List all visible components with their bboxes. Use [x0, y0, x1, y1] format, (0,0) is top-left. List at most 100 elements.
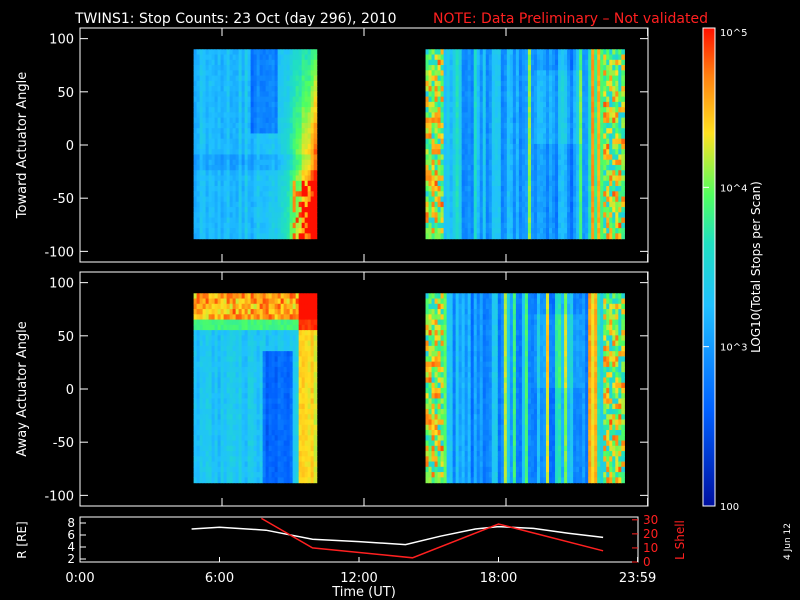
- heatmap-cell: [208, 361, 213, 368]
- heatmap-cell: [271, 86, 276, 92]
- heatmap-cell: [539, 91, 544, 98]
- heatmap-cell: [434, 207, 439, 213]
- heatmap-cell: [244, 128, 249, 135]
- heatmap-cell: [591, 49, 595, 56]
- heatmap-cell: [286, 201, 291, 208]
- heatmap-cell: [274, 180, 279, 187]
- heatmap-cell: [232, 138, 237, 145]
- heatmap-cell: [579, 222, 583, 229]
- heatmap-cell: [591, 191, 595, 198]
- heatmap-cell: [256, 59, 261, 66]
- heatmap-cell: [506, 149, 511, 156]
- heatmap-cell: [530, 128, 535, 135]
- heatmap-cell: [199, 180, 204, 187]
- heatmap-cell: [223, 191, 228, 198]
- heatmap-cell: [217, 86, 222, 92]
- heatmap-cell: [268, 456, 273, 463]
- heatmap-cell: [289, 80, 294, 87]
- heatmap-cell: [283, 80, 288, 87]
- heatmap-cell: [470, 101, 475, 108]
- heatmap-cell: [220, 309, 225, 315]
- heatmap-cell: [521, 86, 526, 92]
- heatmap-cell: [558, 138, 562, 145]
- heatmap-cell: [301, 112, 306, 119]
- heatmap-cell: [229, 117, 234, 124]
- heatmap-cell: [561, 164, 565, 171]
- heatmap-cell: [268, 403, 273, 410]
- heatmap-cell: [280, 366, 285, 373]
- heatmap-cell: [214, 361, 219, 368]
- heatmap-cell: [570, 80, 574, 87]
- heatmap-cell: [205, 159, 210, 166]
- heatmap-cell: [220, 377, 225, 384]
- heatmap-cell: [298, 228, 303, 234]
- heatmap-cell: [558, 101, 562, 108]
- heatmap-cell: [530, 170, 535, 177]
- heatmap-cell: [304, 70, 309, 77]
- heatmap-cell: [274, 461, 279, 468]
- heatmap-cell: [238, 212, 243, 219]
- heatmap-cell: [262, 335, 267, 342]
- heatmap-cell: [202, 65, 207, 71]
- heatmap-cell: [428, 149, 433, 156]
- heatmap-cell: [558, 91, 562, 98]
- heatmap-cell: [211, 377, 216, 384]
- heatmap-cell: [440, 159, 445, 166]
- heatmap-cell: [217, 91, 222, 98]
- heatmap-cell: [524, 96, 529, 103]
- heatmap-cell: [226, 419, 231, 426]
- heatmap-cell: [256, 133, 261, 140]
- heatmap-cell: [603, 217, 607, 224]
- heatmap-cell: [259, 372, 264, 379]
- heatmap-cell: [295, 170, 300, 177]
- heatmap-cell: [603, 65, 607, 71]
- heatmap-cell: [443, 86, 448, 92]
- heatmap-cell: [609, 143, 613, 150]
- heatmap-cell: [425, 207, 430, 213]
- heatmap-cell: [211, 201, 216, 208]
- heatmap-cell: [455, 96, 460, 103]
- heatmap-cell: [241, 430, 246, 436]
- heatmap-cell: [298, 133, 303, 140]
- heatmap-cell: [570, 59, 574, 66]
- heatmap-cell: [301, 159, 306, 166]
- heatmap-cell: [223, 201, 228, 208]
- heatmap-cell: [229, 461, 234, 468]
- heatmap-cell: [552, 112, 556, 119]
- heatmap-cell: [606, 201, 610, 208]
- heatmap-cell: [298, 107, 303, 113]
- heatmap-cell: [491, 164, 496, 171]
- heatmap-cell: [208, 159, 213, 166]
- heatmap-cell: [313, 222, 318, 229]
- heatmap-cell: [199, 133, 204, 140]
- heatmap-cell: [244, 49, 249, 56]
- heatmap-cell: [476, 217, 481, 224]
- heatmap-cell: [558, 80, 562, 87]
- heatmap-cell: [509, 96, 514, 103]
- heatmap-cell: [211, 59, 216, 66]
- heatmap-cell: [618, 54, 622, 61]
- heatmap-cell: [307, 201, 312, 208]
- heatmap-cell: [485, 233, 490, 240]
- heatmap-cell: [253, 403, 258, 410]
- heatmap-cell: [256, 91, 261, 98]
- heatmap-cell: [238, 107, 243, 113]
- heatmap-cell: [503, 201, 508, 208]
- heatmap-cell: [253, 107, 258, 113]
- heatmap-cell: [268, 366, 273, 373]
- heatmap-cell: [527, 180, 532, 187]
- heatmap-cell: [229, 65, 234, 71]
- heatmap-cell: [259, 414, 264, 421]
- heatmap-cell: [289, 49, 294, 56]
- heatmap-cell: [199, 112, 204, 119]
- heatmap-cell: [555, 222, 559, 229]
- heatmap-cell: [461, 70, 466, 77]
- heatmap-cell: [217, 293, 222, 300]
- heatmap-cell: [615, 222, 619, 229]
- heatmap-cell: [283, 164, 288, 171]
- heatmap-cell: [509, 65, 514, 71]
- heatmap-cell: [449, 217, 454, 224]
- heatmap-cell: [576, 149, 580, 156]
- heatmap-cell: [503, 122, 508, 129]
- heatmap-cell: [585, 196, 589, 203]
